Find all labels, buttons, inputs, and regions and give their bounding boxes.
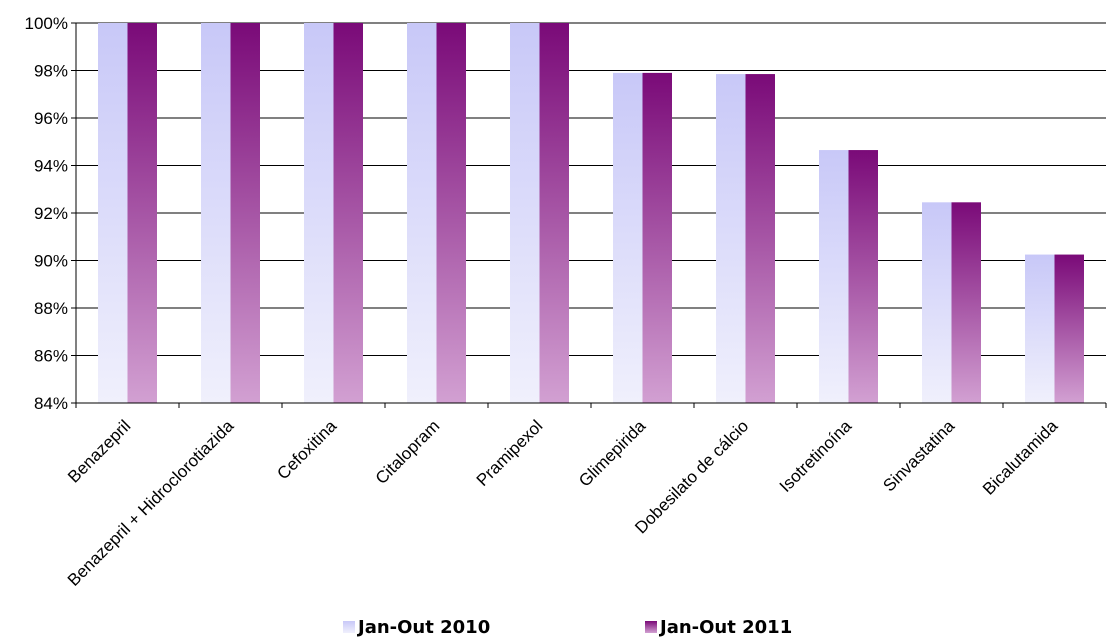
y-tick-label: 84%	[34, 394, 68, 413]
bar	[613, 72, 643, 403]
x-tick-label: Sinvastatina	[879, 416, 958, 495]
x-tick-label: Glimepirida	[575, 416, 650, 491]
x-tick-label: Citalopram	[372, 416, 444, 488]
y-tick-label: 100%	[25, 14, 68, 33]
legend-label: Jan-Out 2010	[356, 617, 490, 637]
bar	[98, 23, 128, 403]
x-tick-label: Bicalutamida	[979, 416, 1062, 499]
bar	[127, 23, 157, 403]
bar	[819, 150, 849, 403]
y-tick-label: 94%	[34, 157, 68, 176]
y-tick-label: 98%	[34, 62, 68, 81]
bar	[201, 23, 231, 403]
bar	[848, 150, 878, 403]
bar	[716, 74, 746, 403]
bar	[407, 23, 437, 403]
axes	[71, 22, 1107, 408]
bar	[510, 23, 540, 403]
legend: Jan-Out 2010 Jan-Out 2011	[343, 617, 792, 637]
y-tick-label: 88%	[34, 299, 68, 318]
y-tick-label: 86%	[34, 347, 68, 366]
bar	[642, 72, 672, 403]
bar	[230, 23, 260, 403]
x-tick-label: Pramipexol	[473, 416, 547, 490]
x-tick-label: Dobesilato de cálcio	[631, 416, 752, 537]
bar	[333, 23, 363, 403]
y-tick-label: 96%	[34, 109, 68, 128]
bar	[1054, 254, 1084, 403]
y-tick-label: 92%	[34, 204, 68, 223]
bar	[951, 202, 981, 403]
legend-label: Jan-Out 2011	[658, 617, 792, 637]
legend-swatch	[645, 621, 657, 633]
x-tick-label: Benazepril + Hidroclorotiazida	[64, 416, 238, 590]
x-tick-label: Isotretinoína	[776, 416, 856, 496]
legend-swatch	[343, 621, 355, 633]
bars	[98, 23, 1084, 403]
x-tick-label: Cefoxitina	[273, 416, 340, 483]
bar	[745, 74, 775, 403]
bar	[304, 23, 334, 403]
bar	[1025, 254, 1055, 403]
bar	[922, 202, 952, 403]
bar	[539, 23, 569, 403]
x-tick-label: Benazepril	[64, 416, 134, 486]
y-tick-label: 90%	[34, 252, 68, 271]
bar	[436, 23, 466, 403]
